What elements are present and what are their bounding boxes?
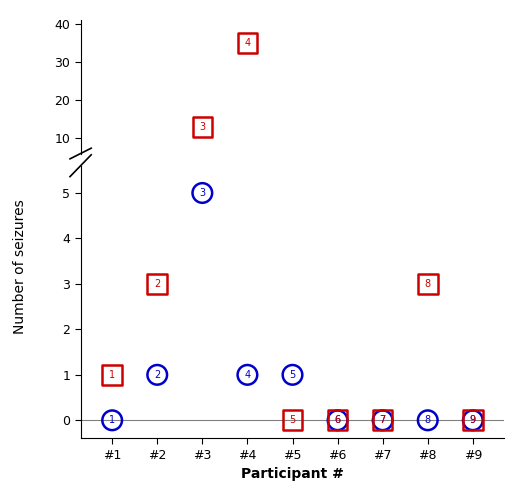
Point (153, 371, 161, 379)
X-axis label: Participant #: Participant # (241, 467, 344, 481)
Text: 2: 2 (154, 370, 160, 380)
Text: 4: 4 (244, 370, 251, 380)
Point (243, 39, 252, 47)
Text: 1: 1 (109, 415, 115, 425)
Text: 3: 3 (199, 122, 205, 132)
Text: 4: 4 (244, 38, 251, 48)
Point (424, 280, 432, 288)
Text: Number of seizures: Number of seizures (13, 200, 27, 335)
Text: 5: 5 (289, 415, 296, 425)
Text: 6: 6 (334, 415, 341, 425)
Point (379, 416, 387, 424)
Text: 9: 9 (470, 415, 476, 425)
Text: 7: 7 (380, 415, 386, 425)
Point (469, 416, 477, 424)
Text: 9: 9 (470, 415, 476, 425)
Point (108, 371, 116, 379)
Text: 3: 3 (199, 188, 205, 198)
Text: 8: 8 (425, 415, 431, 425)
Point (379, 416, 387, 424)
Text: 1: 1 (109, 370, 115, 380)
Point (198, 189, 206, 197)
Point (288, 371, 296, 379)
Point (108, 416, 116, 424)
Point (288, 416, 296, 424)
Point (333, 416, 342, 424)
Point (333, 416, 342, 424)
Text: 7: 7 (380, 415, 386, 425)
Point (198, 123, 206, 131)
Point (469, 416, 477, 424)
Text: 2: 2 (154, 279, 160, 289)
Point (243, 371, 252, 379)
Point (153, 280, 161, 288)
Point (424, 416, 432, 424)
Text: 8: 8 (425, 279, 431, 289)
Text: 6: 6 (334, 415, 341, 425)
Text: 5: 5 (289, 370, 296, 380)
